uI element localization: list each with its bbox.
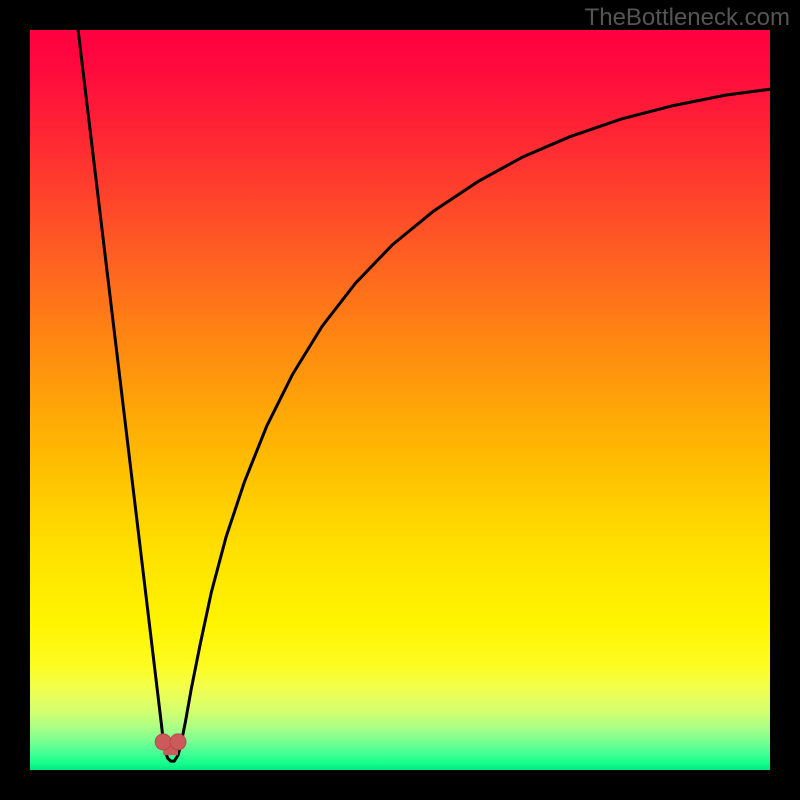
plot-svg bbox=[30, 30, 770, 770]
gradient-background bbox=[30, 30, 770, 770]
marker-dot-0 bbox=[155, 734, 171, 750]
figure-frame: TheBottleneck.com bbox=[0, 0, 800, 800]
watermark-text: TheBottleneck.com bbox=[585, 4, 790, 32]
marker-dot-1 bbox=[170, 734, 186, 750]
plot-area bbox=[30, 30, 770, 770]
